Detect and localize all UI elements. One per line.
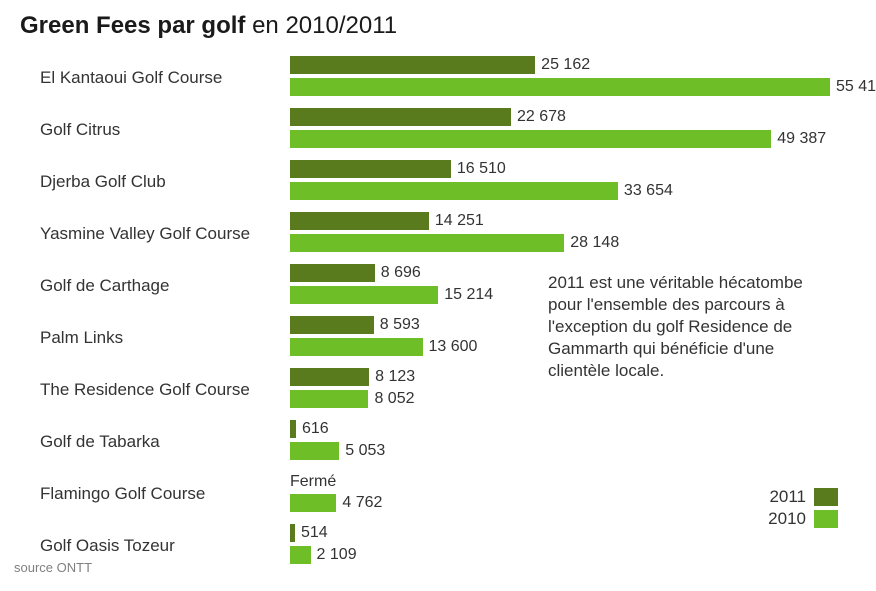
bar-value-2010: 33 654 (618, 182, 673, 200)
row-label: Yasmine Valley Golf Course (40, 224, 290, 244)
row-label: The Residence Golf Course (40, 380, 290, 400)
bar-2010: 13 600 (290, 338, 423, 356)
bar-2010: 5 053 (290, 442, 339, 460)
annotation-text: 2011 est une véritable hécatombe pour l'… (548, 272, 838, 382)
legend-label: 2010 (768, 509, 806, 529)
bar-2011: 514 (290, 524, 295, 542)
bar-value-2011: 8 123 (369, 368, 415, 386)
title-sub: en 2010/2011 (245, 12, 397, 39)
legend-swatch (814, 488, 838, 506)
legend-item: 2010 (768, 509, 838, 529)
bar-pair: 16 510 33 654 (290, 158, 856, 200)
bar-value-2010: 49 387 (771, 130, 826, 148)
row-label: Golf Citrus (40, 120, 290, 140)
bar-2011: 8 696 (290, 264, 375, 282)
bar-value-2010: 2 109 (311, 546, 357, 564)
bar-value-2010: 15 214 (438, 286, 493, 304)
row-label: Golf Oasis Tozeur (40, 536, 290, 556)
legend-label: 2011 (769, 487, 806, 507)
bar-2010: 33 654 (290, 182, 618, 200)
bar-pair: 22 678 49 387 (290, 106, 856, 148)
bar-value-2011: 16 510 (451, 160, 506, 178)
bar-2011: 22 678 (290, 108, 511, 126)
bar-2011: 16 510 (290, 160, 451, 178)
chart-title: Green Fees par golf en 2010/2011 (20, 12, 856, 40)
bar-2010: 28 148 (290, 234, 564, 252)
bar-2010: 2 109 (290, 546, 311, 564)
chart-row: Golf Citrus22 67849 387 (290, 106, 856, 154)
bar-value-2011: 616 (296, 420, 329, 438)
bar-2010: 8 052 (290, 390, 368, 408)
chart-row: Djerba Golf Club16 51033 654 (290, 158, 856, 206)
bar-value-2010: 5 053 (339, 442, 385, 460)
bar-2010: 49 387 (290, 130, 771, 148)
bar-value-2011: 14 251 (429, 212, 484, 230)
chart-row: Yasmine Valley Golf Course14 25128 148 (290, 210, 856, 258)
row-label: Golf de Carthage (40, 276, 290, 296)
legend-item: 2011 (768, 487, 838, 507)
bar-value-2011: 514 (295, 524, 328, 542)
bar-2010: 4 762 (290, 494, 336, 512)
bar-value-2010: 4 762 (336, 494, 382, 512)
bar-value-2011: 22 678 (511, 108, 566, 126)
row-label: Flamingo Golf Course (40, 484, 290, 504)
bar-pair: 14 251 28 148 (290, 210, 856, 252)
bar-value-2011: 25 162 (535, 56, 590, 74)
bar-value-2011: 8 593 (374, 316, 420, 334)
bar-2011: 8 593 (290, 316, 374, 334)
bar-value-2010: 55 417 (830, 78, 876, 96)
row-label: El Kantaoui Golf Course (40, 68, 290, 88)
legend: 20112010 (768, 487, 838, 531)
bar-2010: 55 417 (290, 78, 830, 96)
row-label: Golf de Tabarka (40, 432, 290, 452)
source-text: source ONTT (14, 560, 92, 575)
row-label: Djerba Golf Club (40, 172, 290, 192)
legend-swatch (814, 510, 838, 528)
bar-value-2010: 13 600 (423, 338, 478, 356)
bar-2010: 15 214 (290, 286, 438, 304)
bar-2011: 14 251 (290, 212, 429, 230)
bar-value-2010: 28 148 (564, 234, 619, 252)
chart-row: El Kantaoui Golf Course25 16255 417 (290, 54, 856, 102)
bar-value-2011: Fermé (290, 473, 336, 491)
bar-pair: 25 162 55 417 (290, 54, 856, 96)
bar-value-2011: 8 696 (375, 264, 421, 282)
bar-2011: 25 162 (290, 56, 535, 74)
chart-row: Golf de Tabarka6165 053 (290, 418, 856, 466)
bar-2011: 616 (290, 420, 296, 438)
bar-pair: 616 5 053 (290, 418, 856, 460)
row-label: Palm Links (40, 328, 290, 348)
title-main: Green Fees par golf (20, 12, 245, 39)
bar-value-2010: 8 052 (368, 390, 414, 408)
bar-2011: 8 123 (290, 368, 369, 386)
